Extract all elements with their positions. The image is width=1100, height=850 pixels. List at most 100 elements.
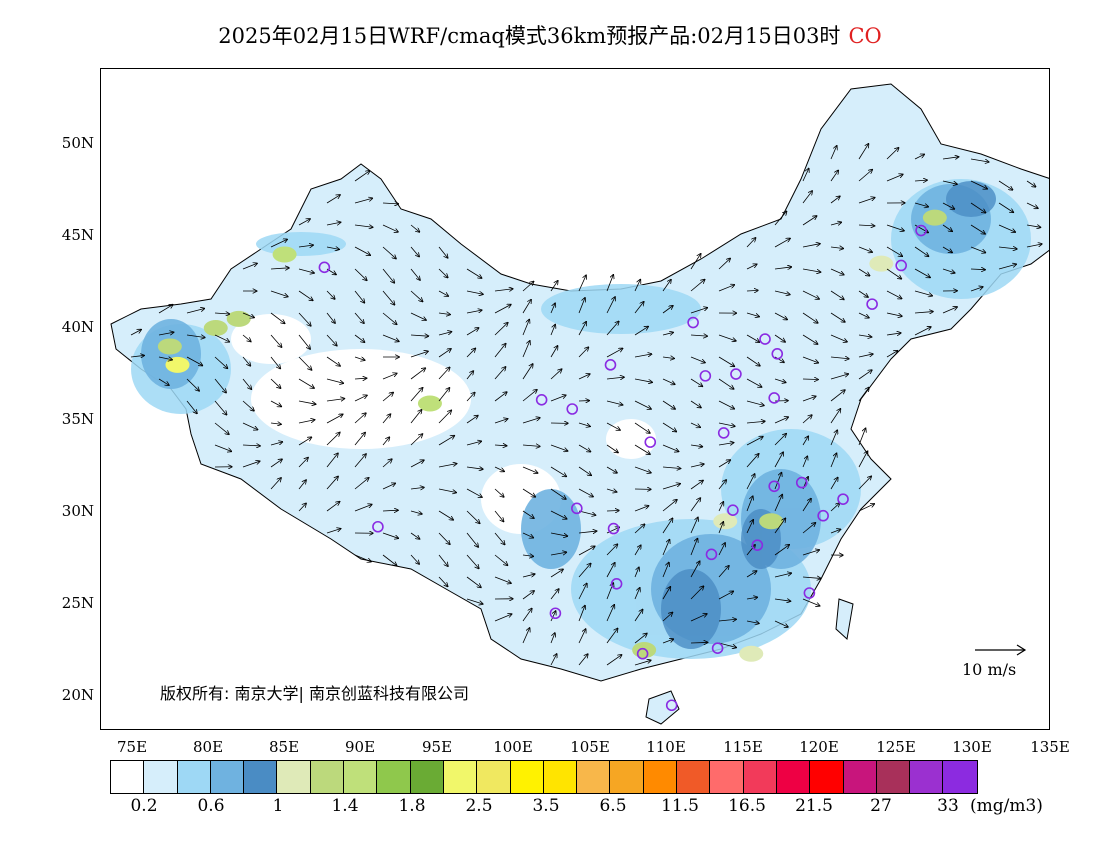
concentration-spot (739, 645, 764, 662)
wind-arrow (690, 614, 707, 622)
wind-arrow (746, 238, 756, 248)
copyright-notice: 版权所有: 南京大学| 南京创蓝科技有限公司 (160, 684, 469, 703)
colorbar-swatch (177, 761, 211, 793)
station-marker (768, 480, 781, 493)
wind-arrow (214, 422, 229, 434)
wind-arrow (662, 587, 670, 600)
wind-arrow (690, 378, 702, 386)
concentration-spot (922, 209, 947, 226)
wind-arrow (942, 180, 957, 184)
map-panel[interactable] (100, 68, 1050, 730)
concentration-map (110, 83, 1049, 725)
wind-arrow (550, 611, 556, 622)
wind-arrow (1026, 244, 1042, 248)
wind-arrow (690, 517, 698, 534)
wind-arrow (550, 281, 558, 292)
wind-arrow (886, 174, 903, 182)
lon-label: 135E (1030, 738, 1070, 756)
wind-arrow (242, 378, 251, 389)
wind-arrow (438, 576, 448, 586)
wind-arrow (690, 642, 708, 643)
wind-arrow (270, 334, 282, 347)
wind-arrow (270, 268, 289, 269)
wind-arrow (466, 310, 482, 314)
wind-arrow (214, 334, 229, 342)
wind-arrow (774, 473, 781, 490)
wind-arrow (326, 399, 344, 401)
wind-arrow (662, 484, 680, 490)
wind-arrow (242, 312, 254, 318)
lon-label: 100E (493, 738, 533, 756)
station-marker (711, 642, 724, 655)
wind-arrow (270, 459, 282, 468)
wind-arrow (606, 489, 617, 492)
wind-arrow (606, 605, 614, 622)
lon-label: 110E (646, 738, 686, 756)
wind-arrow (522, 390, 537, 402)
wind-arrow (662, 422, 676, 432)
wind-arrow (606, 297, 615, 314)
wind-arrow (578, 510, 596, 515)
wind-arrow (298, 420, 315, 424)
wind-arrow (242, 400, 254, 411)
wind-arrow (438, 246, 448, 258)
wind-arrow (494, 419, 508, 424)
wind-arrow (186, 400, 197, 413)
wind-arrow (634, 466, 651, 473)
wind-arrow (298, 334, 310, 349)
wind-arrow (466, 510, 480, 523)
wind-arrow (326, 312, 335, 323)
wind-arrow (466, 290, 483, 294)
wind-arrow (326, 476, 338, 490)
wind-arrow (662, 467, 681, 468)
station-marker (768, 392, 781, 404)
wind-arrow (914, 312, 933, 313)
wind-arrow (746, 378, 762, 387)
wind-arrow (550, 569, 563, 578)
wind-arrow (578, 606, 585, 622)
wind-arrow (718, 285, 734, 292)
colorbar-swatch (310, 761, 345, 793)
wind-arrow (550, 654, 557, 666)
wind-arrow (354, 454, 366, 468)
wind-arrow (886, 351, 897, 358)
lat-label: 50N (61, 134, 94, 152)
wind-arrow (242, 263, 257, 270)
city-stations (318, 224, 927, 712)
wind-arrow (1026, 180, 1036, 187)
wind-arrow (802, 523, 815, 534)
colorbar-label: 21.5 (795, 796, 833, 816)
wind-arrow (858, 225, 874, 226)
wind-arrow (746, 496, 753, 512)
wind-arrow (690, 586, 704, 600)
wind-arrow (802, 356, 818, 363)
wind-arrow (354, 395, 367, 402)
wind-arrow (746, 264, 757, 270)
wind-arrow (634, 444, 650, 454)
wind-arrow (158, 378, 169, 385)
wind-arrow (494, 614, 512, 622)
wind-arrow (802, 244, 820, 248)
wind-arrow (550, 369, 562, 380)
lon-label: 85E (268, 738, 300, 756)
wind-arrow (410, 410, 422, 424)
wind-arrow (914, 290, 932, 296)
wind-arrow (354, 554, 371, 562)
colorbar-swatch (677, 761, 711, 793)
wind-arrow (774, 599, 790, 601)
wind-arrow (858, 428, 866, 446)
station-marker (687, 316, 699, 329)
station-marker (759, 333, 771, 345)
wind-arrow (466, 268, 482, 278)
wind-arrow (718, 480, 726, 490)
wind-arrow (606, 628, 618, 644)
lon-label: 75E (116, 738, 148, 756)
wind-arrow (774, 434, 786, 446)
wind-arrow (326, 334, 337, 346)
wind-arrow (634, 633, 647, 644)
wind-arrow (382, 532, 398, 538)
colorbar-unit: (mg/m3) (970, 796, 1043, 816)
wind-arrow (466, 576, 481, 587)
wind-arrow (718, 642, 736, 647)
wind-arrow (326, 502, 340, 512)
